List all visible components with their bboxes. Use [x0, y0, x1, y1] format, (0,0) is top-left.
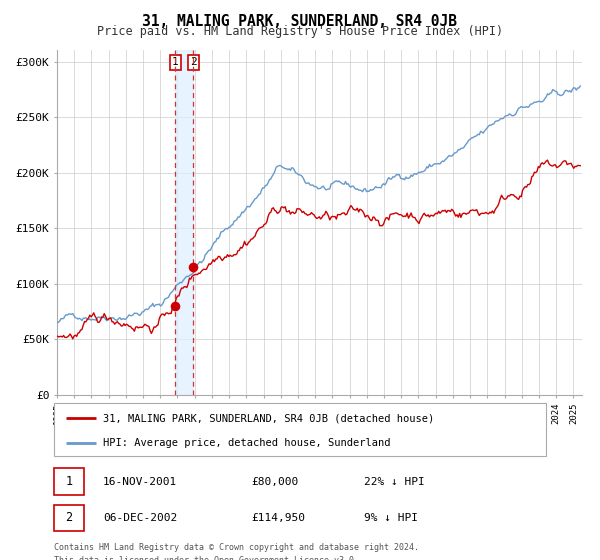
Text: Contains HM Land Registry data © Crown copyright and database right 2024.
This d: Contains HM Land Registry data © Crown c…: [54, 543, 419, 560]
Text: HPI: Average price, detached house, Sunderland: HPI: Average price, detached house, Sund…: [103, 438, 391, 448]
Text: 16-NOV-2001: 16-NOV-2001: [103, 477, 178, 487]
Text: 2: 2: [190, 57, 197, 67]
FancyBboxPatch shape: [54, 505, 83, 531]
Text: 1: 1: [172, 57, 179, 67]
Text: 1: 1: [65, 475, 73, 488]
Text: 06-DEC-2002: 06-DEC-2002: [103, 513, 178, 523]
Text: 31, MALING PARK, SUNDERLAND, SR4 0JB: 31, MALING PARK, SUNDERLAND, SR4 0JB: [143, 14, 458, 29]
Text: Price paid vs. HM Land Registry's House Price Index (HPI): Price paid vs. HM Land Registry's House …: [97, 25, 503, 38]
Text: £114,950: £114,950: [251, 513, 305, 523]
Text: 22% ↓ HPI: 22% ↓ HPI: [364, 477, 425, 487]
Text: 2: 2: [65, 511, 73, 524]
Text: 31, MALING PARK, SUNDERLAND, SR4 0JB (detached house): 31, MALING PARK, SUNDERLAND, SR4 0JB (de…: [103, 413, 434, 423]
Text: £80,000: £80,000: [251, 477, 298, 487]
Point: [170, 301, 180, 310]
FancyBboxPatch shape: [54, 468, 83, 495]
Bar: [175, 50, 193, 395]
FancyBboxPatch shape: [54, 403, 546, 456]
Point: [188, 263, 198, 272]
Text: 9% ↓ HPI: 9% ↓ HPI: [364, 513, 418, 523]
